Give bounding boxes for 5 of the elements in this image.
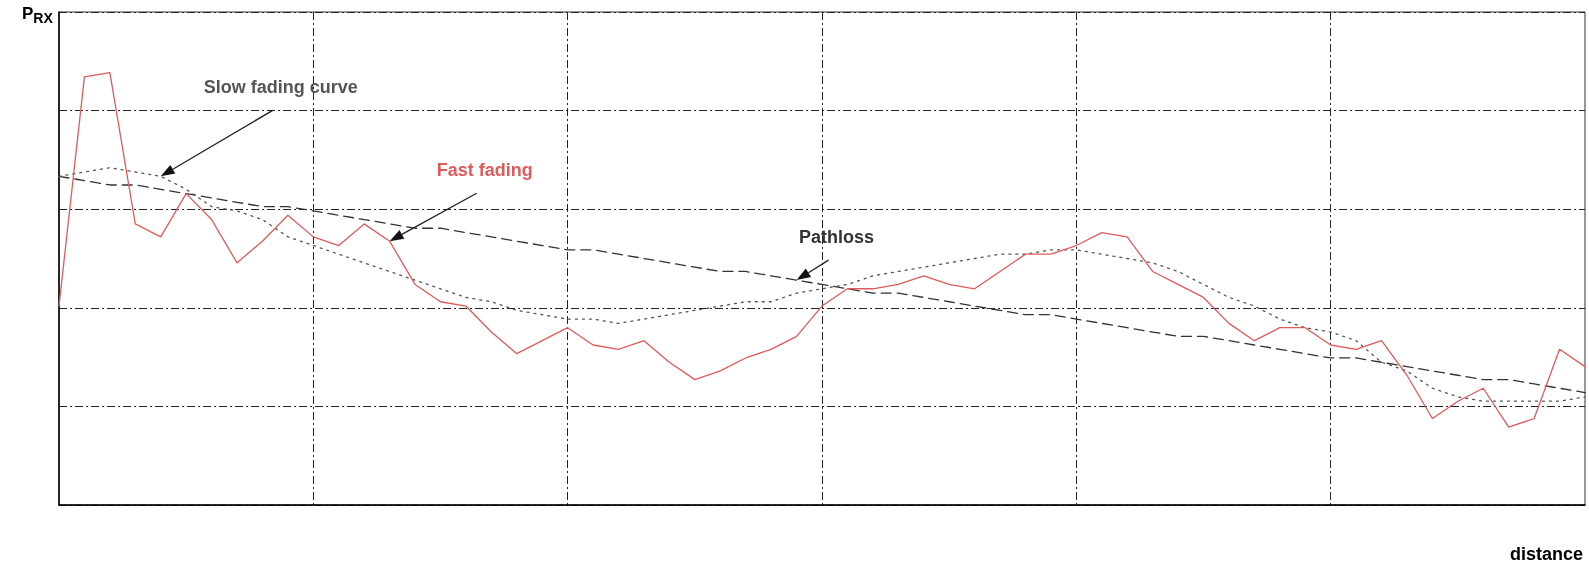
text: Slow fading curve: [203, 77, 358, 98]
y-axis-title: P$_{RX}$: [22, 4, 54, 29]
series-label: Pathloss: [799, 227, 875, 248]
text: Fast fading: [436, 160, 533, 181]
x-axis-title: distance: [1510, 544, 1584, 563]
